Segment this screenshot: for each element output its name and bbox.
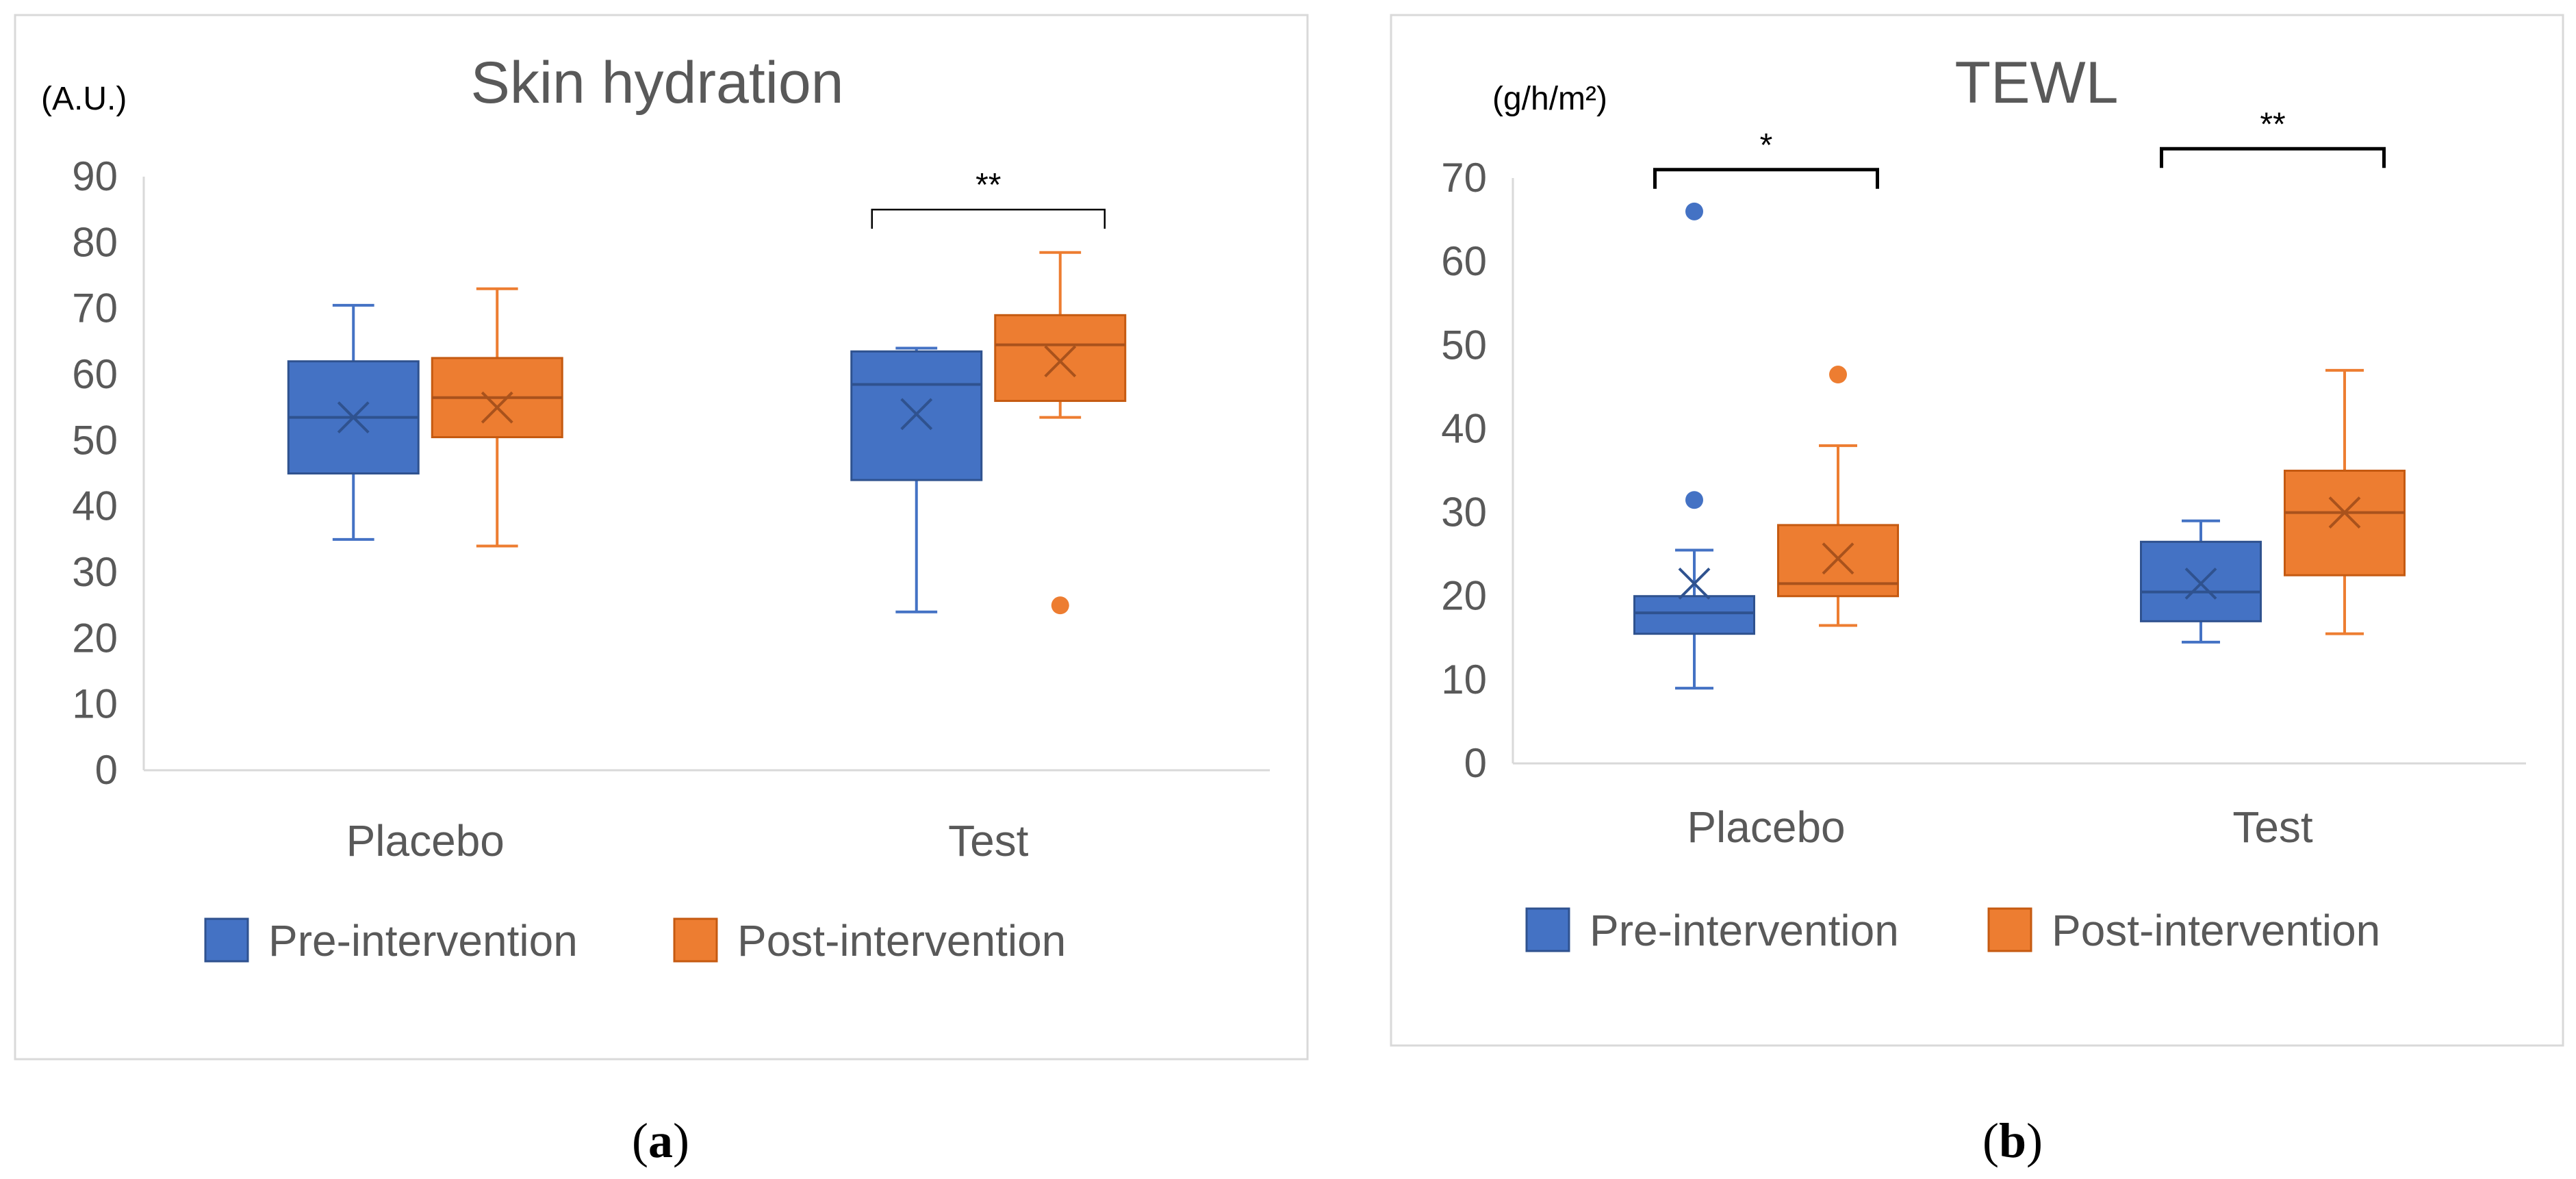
y-tick-label: 30 [72,549,118,595]
panel-sublabel: (b) [1982,1113,2043,1168]
mean-marker [1822,542,1854,575]
bracket-line [2160,147,2386,168]
significance-label: ** [2260,106,2285,142]
category-label: Test [2232,802,2313,852]
legend-item: Post-intervention [673,916,1066,965]
outlier-point [1685,491,1703,509]
significance-bracket: ** [2160,106,2386,168]
iqr-box [994,314,1127,403]
y-unit-label: (g/h/m²) [1492,81,1607,117]
y-tick-label: 20 [72,615,118,661]
box-Pre-intervention-Placebo [287,303,420,541]
legend-item: Pre-intervention [204,916,578,965]
legend-item: Post-intervention [1987,906,2380,955]
y-tick-label: 10 [72,681,118,727]
y-tick-label: 30 [1441,490,1487,535]
legend-swatch [204,917,249,963]
box-Pre-intervention-Test [2140,519,2262,644]
mean-marker [1044,345,1077,378]
y-tick-label: 70 [72,286,118,331]
y-tick-label: 70 [1441,155,1487,201]
significance-label: * [1760,127,1773,164]
y-tick-label: 60 [72,351,118,397]
y-tick-label: 20 [1441,573,1487,619]
box-Pre-intervention-Test [850,346,983,613]
legend-swatch [1987,907,2032,952]
chart-title: Skin hydration [471,50,844,116]
bracket-line [1653,168,1879,189]
outlier-point [1051,596,1069,615]
outlier-point [1829,366,1847,384]
y-tick-label: 10 [1441,657,1487,702]
legend-label: Post-intervention [2052,906,2380,955]
y-tick-label: 90 [72,153,118,199]
box-Post-intervention-Placebo [1777,366,1899,627]
iqr-box [2284,470,2406,576]
panel-sublabel: (a) [632,1113,689,1168]
panel-letter: b [1999,1113,2026,1168]
y-tick-label: 0 [1464,740,1487,786]
mean-marker [2184,567,2217,600]
category-label: Placebo [1687,802,1845,852]
y-tick-label: 50 [1441,322,1487,368]
box-Post-intervention-Test [2284,368,2406,635]
significance-bracket: * [1653,127,1879,189]
chart-title: TEWL [1955,50,2119,116]
iqr-box [2140,540,2262,622]
iqr-box [1633,595,1755,635]
mean-marker [2328,496,2361,529]
mean-marker [481,391,513,424]
legend-label: Pre-intervention [268,916,578,965]
y-tick-label: 0 [95,747,118,793]
category-label: Placebo [346,816,505,865]
outlier-point [1685,202,1703,220]
y-tick-label: 40 [72,483,118,529]
box-Pre-intervention-Placebo [1633,202,1755,690]
legend-swatch [673,917,718,963]
category-label: Test [948,816,1029,865]
significance-bracket: ** [871,167,1106,229]
legend-item: Pre-intervention [1525,906,1899,955]
y-unit-label: (A.U.) [41,81,127,117]
box-Post-intervention-Placebo [431,287,563,548]
legend-label: Post-intervention [737,916,1066,965]
box-Post-intervention-Test [994,251,1127,615]
y-tick-label: 80 [72,219,118,265]
mean-marker [1678,567,1711,600]
panel-undefined: Skin hydration (A.U.) 0 10 20 30 40 50 60 70 80 90 P… [14,14,1309,1061]
iqr-box [1777,524,1899,598]
mean-marker [900,398,933,431]
panel-frame [14,14,1309,1061]
legend-label: Pre-intervention [1590,906,1899,955]
panel-letter: a [648,1113,673,1168]
y-tick-label: 50 [72,417,118,463]
significance-label: ** [975,167,1001,203]
y-tick-label: 40 [1441,405,1487,451]
mean-marker [337,401,370,434]
y-tick-label: 60 [1441,238,1487,284]
bracket-line [871,208,1106,229]
legend-swatch [1525,907,1570,952]
